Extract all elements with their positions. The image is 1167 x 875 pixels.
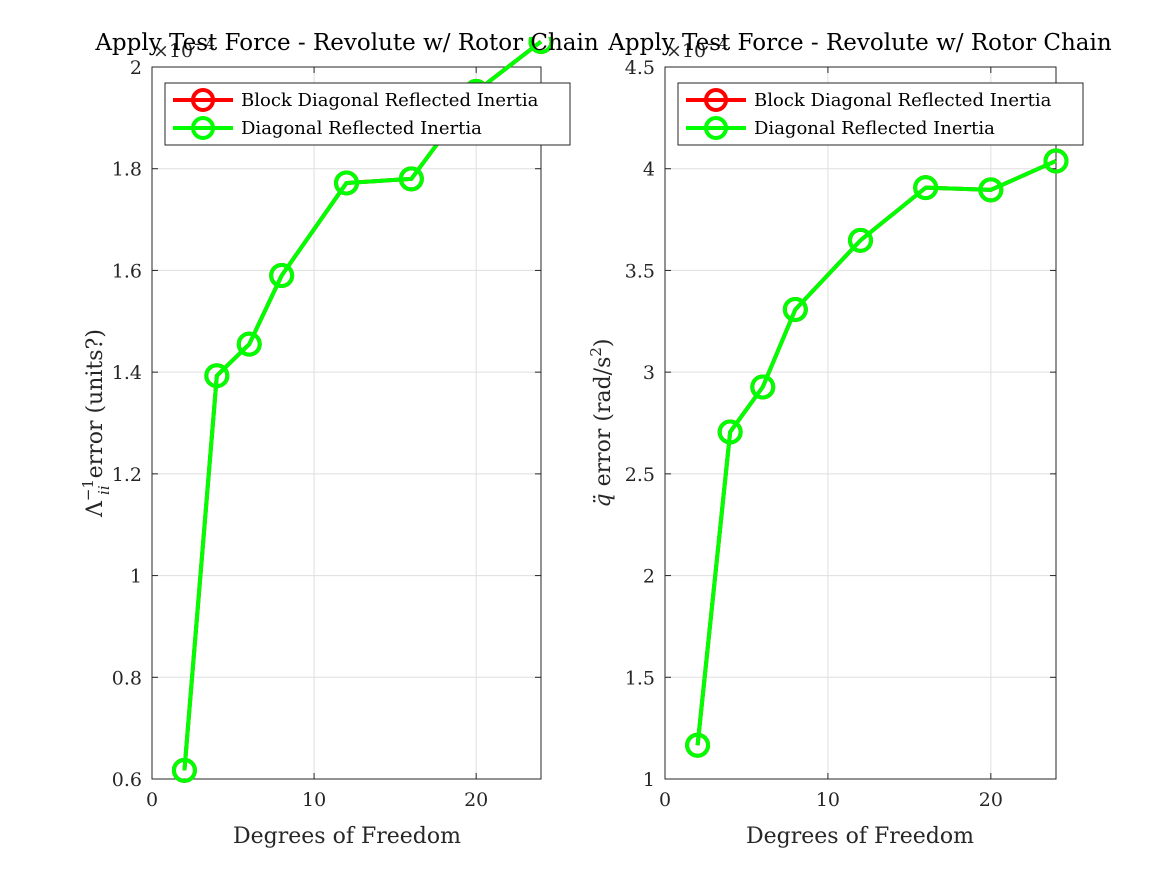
- left-data-point: [236, 331, 262, 357]
- left-legend-label-1: Diagonal Reflected Inertia: [241, 118, 482, 139]
- right-legend-marker-1: [704, 116, 728, 140]
- right-data-point: [750, 374, 776, 400]
- right-y-tick-label: 3: [643, 362, 655, 384]
- right-legend: Block Diagonal Reflected Inertia Diagonal…: [677, 82, 1084, 146]
- left-x-tick-label: 0: [146, 789, 158, 811]
- left-y-tick-label: 1.6: [112, 260, 142, 282]
- left-y-tick-label: 0.8: [112, 667, 142, 689]
- left-legend-marker-1: [191, 116, 215, 140]
- right-ylabel-symbol: q̈: [591, 493, 616, 507]
- right-axes-group: 0 10 20 1 1.5 2 2.5 3 3.5 4 4.5 Block Diagonal Refl…: [625, 57, 1084, 811]
- right-legend-label-1: Diagonal Reflected Inertia: [754, 118, 995, 139]
- left-axes-group: 0 10 20 0.6 0.8 1 1.2 1.4 1.6 1.8 2 Block Diagonal …: [112, 37, 571, 811]
- left-ylabel-rest: error (units?): [83, 329, 108, 485]
- right-data-point: [978, 177, 1004, 203]
- left-ylabel-symbol: Λ: [83, 500, 108, 518]
- right-data-point: [848, 227, 873, 253]
- right-y-axis-label: q̈ error (rad/s2): [587, 338, 616, 507]
- left-y-tick-label: 1.2: [112, 464, 142, 486]
- left-legend-label-0: Block Diagonal Reflected Inertia: [241, 90, 539, 111]
- right-ticks: 0 10 20 1 1.5 2 2.5 3 3.5 4 4.5: [625, 57, 1056, 811]
- left-data-point: [171, 757, 197, 783]
- left-ylabel-sup: −1: [79, 479, 97, 501]
- right-data-point: [685, 732, 711, 758]
- right-exponent-base: ×10: [666, 40, 706, 62]
- right-data-point: [717, 419, 743, 445]
- left-x-axis-label: Degrees of Freedom: [233, 824, 461, 849]
- right-y-exponent: ×10−4: [666, 35, 728, 62]
- right-data-point: [782, 296, 808, 322]
- right-y-tick-label: 2.5: [625, 464, 655, 486]
- left-ylabel-sub: ii: [95, 485, 113, 495]
- right-chart-title: Apply Test Force - Revolute w/ Rotor Cha…: [607, 30, 1112, 56]
- right-y-tick-label: 4: [643, 159, 655, 181]
- left-x-tick-label: 20: [464, 789, 488, 811]
- left-exponent-base: ×10: [153, 40, 193, 62]
- right-x-tick-label: 10: [816, 789, 840, 811]
- left-y-tick-label: 2: [130, 57, 142, 79]
- left-y-tick-label: 0.6: [112, 769, 142, 791]
- left-y-tick-label: 1.8: [112, 159, 142, 181]
- left-y-exponent: ×10−4: [153, 35, 215, 62]
- left-data-point: [269, 263, 295, 289]
- right-ylabel-close: ): [591, 338, 616, 347]
- right-x-axis-label: Degrees of Freedom: [746, 824, 974, 849]
- left-ticks: 0 10 20 0.6 0.8 1 1.2 1.4 1.6 1.8 2: [112, 57, 541, 811]
- left-chart-title: Apply Test Force - Revolute w/ Rotor Cha…: [94, 30, 599, 56]
- right-legend-box: [677, 82, 1084, 146]
- right-data-point: [1043, 148, 1069, 174]
- right-legend-marker-0: [704, 88, 728, 112]
- left-data-point: [334, 170, 359, 196]
- left-axes-box: [151, 66, 542, 780]
- left-legend: Block Diagonal Reflected Inertia Diagonal…: [164, 82, 571, 146]
- right-y-tick-label: 1.5: [625, 667, 655, 689]
- left-data-point: [398, 166, 424, 192]
- right-y-tick-label: 4.5: [625, 57, 655, 79]
- subplot-right: q̈ error (rad/s2) Degrees of Freedom ×10…: [587, 35, 974, 849]
- right-y-tick-label: 1: [643, 769, 655, 791]
- right-y-tick-label: 3.5: [625, 260, 655, 282]
- right-exponent-power: −4: [706, 35, 728, 53]
- right-legend-label-0: Block Diagonal Reflected Inertia: [754, 90, 1052, 111]
- right-ylabel-rest: error (rad/s: [591, 357, 616, 494]
- right-ylabel-sup: 2: [587, 347, 605, 357]
- right-series-group: [685, 148, 1069, 758]
- subplot-left: Λ−1ii error (units?) Degrees of Freedom …: [79, 35, 461, 849]
- right-x-tick-label: 20: [979, 789, 1003, 811]
- left-legend-box: [164, 82, 571, 146]
- left-y-tick-label: 1.4: [112, 362, 142, 384]
- left-y-tick-label: 1: [130, 566, 142, 588]
- right-y-tick-label: 2: [643, 566, 655, 588]
- left-data-point: [528, 37, 554, 55]
- right-data-point: [913, 175, 939, 201]
- left-data-point: [204, 363, 230, 389]
- right-axes-box: [664, 66, 1057, 780]
- left-y-axis-label: Λ−1ii error (units?): [79, 329, 113, 518]
- left-exponent-power: −4: [193, 35, 215, 53]
- left-x-tick-label: 10: [302, 789, 326, 811]
- right-x-tick-label: 0: [659, 789, 671, 811]
- left-legend-marker-0: [191, 88, 215, 112]
